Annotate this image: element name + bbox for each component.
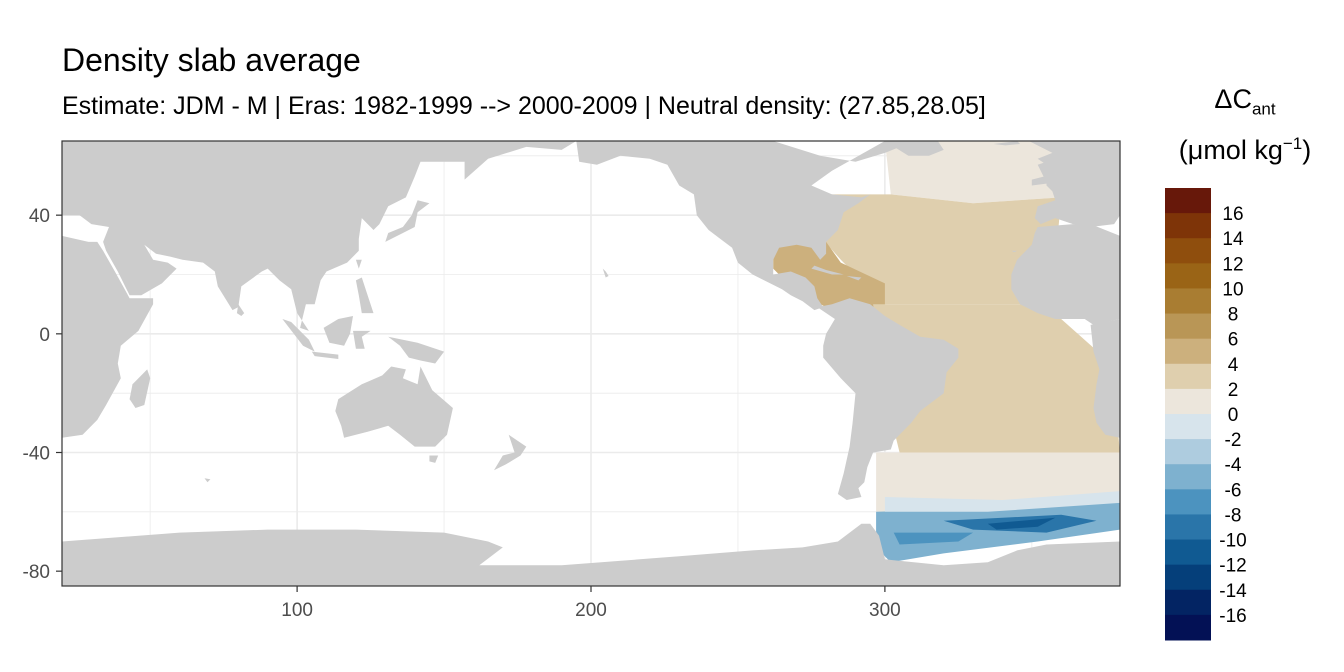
legend-title-subscript: ant bbox=[1251, 99, 1276, 119]
legend-label: 10 bbox=[1222, 279, 1243, 300]
land-mass bbox=[236, 304, 245, 316]
land-mass bbox=[884, 141, 944, 156]
land-mass bbox=[817, 298, 959, 500]
land-island bbox=[1011, 250, 1018, 253]
y-tick-label: 0 bbox=[39, 325, 50, 346]
legend-swatch bbox=[1165, 539, 1211, 566]
land-mass bbox=[62, 141, 577, 331]
y-tick-label: -80 bbox=[23, 562, 50, 583]
land-island bbox=[602, 268, 609, 278]
land-mass bbox=[1031, 161, 1056, 186]
value-region-band bbox=[914, 161, 1032, 180]
legend-unit-prefix: (μmol kg bbox=[1178, 135, 1283, 165]
land-mass bbox=[335, 366, 453, 447]
legend-label: 12 bbox=[1222, 254, 1243, 275]
map-layers bbox=[62, 141, 1120, 586]
legend-swatch bbox=[1165, 439, 1211, 465]
legend-label: 6 bbox=[1228, 330, 1239, 351]
land-mass bbox=[355, 277, 374, 314]
land-mass bbox=[993, 141, 1021, 146]
value-region-core bbox=[893, 532, 974, 545]
legend-title-symbol: ΔC bbox=[1214, 84, 1252, 114]
legend-swatch bbox=[1165, 388, 1211, 415]
legend-label: 14 bbox=[1222, 229, 1244, 250]
legend-swatch bbox=[1165, 238, 1211, 264]
land-mass bbox=[282, 319, 315, 352]
legend-swatch bbox=[1165, 589, 1211, 616]
legend-label: -6 bbox=[1225, 480, 1242, 501]
legend-unit-suffix: ) bbox=[1302, 135, 1312, 165]
legend-swatch bbox=[1165, 188, 1211, 214]
land-mass bbox=[129, 369, 151, 408]
land-masses bbox=[62, 141, 1120, 586]
x-tick-label: 300 bbox=[869, 600, 901, 621]
legend-swatch bbox=[1165, 313, 1211, 340]
land-mass bbox=[494, 434, 527, 471]
legend-title-unit: (μmol kg−1) bbox=[1160, 134, 1330, 166]
legend-label: 0 bbox=[1228, 405, 1239, 426]
legend-title-variable: ΔCant bbox=[1160, 84, 1330, 119]
legend-swatch bbox=[1165, 614, 1211, 641]
legend-swatch bbox=[1165, 213, 1211, 239]
legend-unit-superscript: −1 bbox=[1282, 134, 1303, 153]
value-region-core bbox=[987, 517, 1056, 530]
land-mass bbox=[429, 455, 439, 463]
land-mass bbox=[323, 316, 353, 346]
legend-swatch bbox=[1165, 414, 1211, 440]
land-mass bbox=[576, 141, 915, 311]
land-mass bbox=[388, 336, 445, 364]
legend-label: 4 bbox=[1228, 355, 1239, 376]
legend-label: -14 bbox=[1219, 581, 1247, 602]
color-legend: 16 14 12 10 8 6 4 2 0 -2 -4 -6 -8 -10 -12 -14 -16 bbox=[1165, 188, 1247, 641]
land-mass bbox=[311, 351, 339, 359]
legend-label: -2 bbox=[1225, 430, 1242, 451]
legend-swatch bbox=[1165, 464, 1211, 490]
land-mass bbox=[1028, 141, 1120, 227]
legend-label: -10 bbox=[1219, 531, 1246, 552]
land-mass bbox=[62, 235, 154, 438]
legend-swatch bbox=[1165, 489, 1211, 515]
land-mass bbox=[1011, 224, 1120, 325]
land-mass bbox=[62, 523, 1120, 586]
legend-label: 2 bbox=[1228, 380, 1239, 401]
y-tick-label: 40 bbox=[29, 206, 50, 227]
legend-swatch bbox=[1165, 263, 1211, 289]
legend-label: 16 bbox=[1222, 204, 1243, 225]
value-region-band bbox=[884, 491, 1120, 512]
land-mass bbox=[385, 200, 430, 242]
legend-swatch bbox=[1165, 514, 1211, 541]
chart-subtitle: Estimate: JDM - M | Eras: 1982-1999 --> … bbox=[62, 92, 986, 120]
legend-swatch bbox=[1165, 564, 1211, 591]
legend-label: -12 bbox=[1219, 556, 1246, 577]
land-mass bbox=[355, 259, 362, 269]
legend-label: 8 bbox=[1228, 305, 1239, 326]
land-mass bbox=[811, 265, 844, 275]
value-region bbox=[814, 194, 1062, 305]
legend-swatch bbox=[1165, 338, 1211, 365]
legend-label: -8 bbox=[1225, 505, 1242, 526]
legend-label: -16 bbox=[1219, 606, 1246, 627]
legend-label: -4 bbox=[1225, 455, 1242, 476]
legend-swatch bbox=[1165, 288, 1211, 315]
x-tick-label: 100 bbox=[281, 600, 313, 621]
chart-title: Density slab average bbox=[62, 42, 361, 78]
land-island bbox=[204, 478, 211, 483]
land-mass bbox=[353, 330, 371, 349]
legend-swatch bbox=[1165, 363, 1211, 390]
x-tick-label: 200 bbox=[575, 600, 607, 621]
y-tick-label: -40 bbox=[23, 444, 50, 465]
land-mass bbox=[846, 276, 862, 281]
land-mass bbox=[1090, 319, 1120, 438]
